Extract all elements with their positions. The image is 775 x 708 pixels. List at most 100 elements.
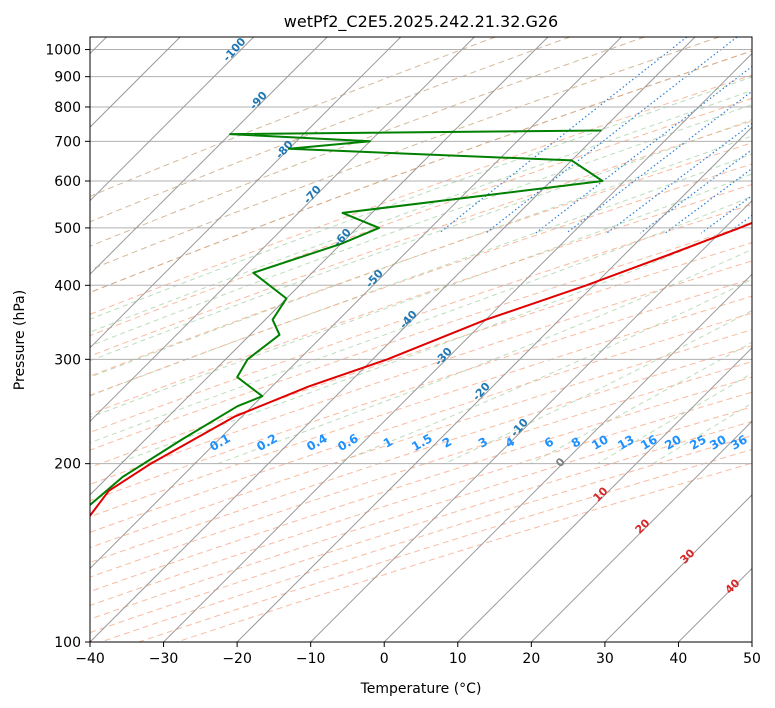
isotherm <box>90 37 402 349</box>
y-tick-label: 600 <box>54 174 81 190</box>
mixing-ratio-line <box>767 37 775 233</box>
isotherm <box>90 37 328 275</box>
y-tick-label: 900 <box>54 70 81 86</box>
moist-adiabat <box>90 89 752 333</box>
y-tick-label: 300 <box>54 352 81 368</box>
mixing-ratio-line <box>700 194 752 234</box>
mixing-ratio-label: 36 <box>728 432 749 452</box>
dry-adiabat-label: -10 <box>508 416 531 440</box>
mixing-ratio-line <box>535 65 752 234</box>
isotherm <box>90 37 255 202</box>
x-tick-label: 30 <box>596 651 614 667</box>
mixing-ratio-label: 20 <box>662 432 683 452</box>
mixing-ratio-line <box>566 90 752 234</box>
isotherm <box>457 347 752 642</box>
x-tick-label: −20 <box>222 651 252 667</box>
dry-adiabat-label: -50 <box>363 267 386 291</box>
dry-adiabat <box>90 260 752 485</box>
mixing-ratio-lines <box>438 37 775 234</box>
dry-adiabat <box>90 163 752 396</box>
dry-adiabat <box>90 37 571 223</box>
dry-adiabat <box>90 295 752 518</box>
y-axis: 100 200 300 400 500 600 700 800 900 1000 <box>45 43 90 651</box>
isotherm <box>383 273 752 642</box>
x-tick-label: −30 <box>149 651 179 667</box>
moist-adiabat <box>90 153 752 397</box>
mixing-ratio-label: 1 <box>381 434 395 450</box>
moist-adiabat <box>334 278 752 465</box>
dry-adiabat-label: -20 <box>470 380 493 404</box>
x-axis: −40 −30 −20 −10 0 10 20 30 40 50 <box>75 642 761 667</box>
y-tick-label: 400 <box>54 278 81 294</box>
moist-adiabat <box>530 341 752 465</box>
mixing-ratio-line <box>438 37 688 234</box>
dry-adiabat <box>90 345 752 564</box>
moist-adiabat <box>90 195 752 444</box>
y-tick-label: 1000 <box>45 43 81 59</box>
dry-adiabat <box>90 223 752 451</box>
dry-adiabat <box>90 203 752 433</box>
dry-adiabat <box>90 50 752 293</box>
dry-adiabat <box>90 183 752 415</box>
moist-adiabat <box>116 221 752 465</box>
moist-adiabats <box>90 76 752 465</box>
mixing-ratio-label: 2 <box>440 434 454 450</box>
dry-adiabat <box>90 376 752 592</box>
x-tick-label: 10 <box>449 651 467 667</box>
isotherm <box>163 52 752 642</box>
dry-adiabat <box>90 329 752 549</box>
isotherm <box>751 641 752 642</box>
x-tick-label: 20 <box>522 651 540 667</box>
dry-adiabat <box>90 312 752 533</box>
moist-adiabat <box>90 104 752 347</box>
y-tick-label: 800 <box>54 100 81 116</box>
dry-adiabats <box>90 37 752 642</box>
y-axis-title: Pressure (hPa) <box>12 290 28 390</box>
mixing-ratio-label: 8 <box>569 434 583 450</box>
mixing-ratio-label: 0.6 <box>335 431 360 454</box>
mixing-ratio-label: 1.5 <box>409 431 434 454</box>
x-tick-label: 0 <box>380 651 389 667</box>
mixing-ratio-label: 13 <box>615 432 636 452</box>
mixing-ratio-label: 6 <box>542 434 556 450</box>
x-tick-label: 50 <box>743 651 761 667</box>
dry-adiabat <box>90 420 752 634</box>
gridlines <box>90 49 752 642</box>
x-tick-label: 40 <box>670 651 688 667</box>
moist-adiabat-label: 10 <box>591 484 611 504</box>
chart-title: wetPf2_C2E5.2025.242.21.32.G26 <box>284 12 558 32</box>
dry-adiabat <box>90 50 752 293</box>
sounding-series <box>90 129 752 642</box>
y-tick-label: 200 <box>54 457 81 473</box>
isotherm <box>236 126 752 642</box>
dry-adiabat <box>90 120 752 357</box>
isotherm <box>90 37 696 642</box>
moist-adiabat <box>90 135 752 378</box>
moist-adiabat <box>90 119 752 362</box>
dry-adiabat-label: -30 <box>432 345 455 369</box>
dry-adiabat-label: -40 <box>397 308 420 332</box>
moist-adiabat-label: 0 <box>553 455 568 470</box>
moist-adiabat <box>90 76 752 320</box>
mixing-ratio-label: 0.2 <box>254 431 279 454</box>
dewpoint-profile <box>90 129 604 507</box>
temperature-profile <box>90 221 752 642</box>
isotherm <box>90 37 475 423</box>
dry-adiabat <box>90 97 752 337</box>
dry-adiabat-label: -90 <box>247 89 270 113</box>
isotherm <box>90 37 549 496</box>
dry-adiabat <box>90 142 752 377</box>
dry-adiabat <box>90 391 752 606</box>
x-tick-label: −10 <box>296 651 326 667</box>
dry-adiabat <box>90 74 752 315</box>
y-tick-label: 500 <box>54 221 81 237</box>
moist-adiabat <box>90 173 752 418</box>
x-tick-label: −40 <box>75 651 105 667</box>
moist-adiabat-label: 40 <box>723 576 743 596</box>
moist-adiabat-label: 20 <box>633 516 653 536</box>
mixing-ratio-label: 0.4 <box>304 431 329 454</box>
mixing-ratio-label: 3 <box>476 434 490 450</box>
x-axis-title: Temperature (°C) <box>360 681 482 697</box>
